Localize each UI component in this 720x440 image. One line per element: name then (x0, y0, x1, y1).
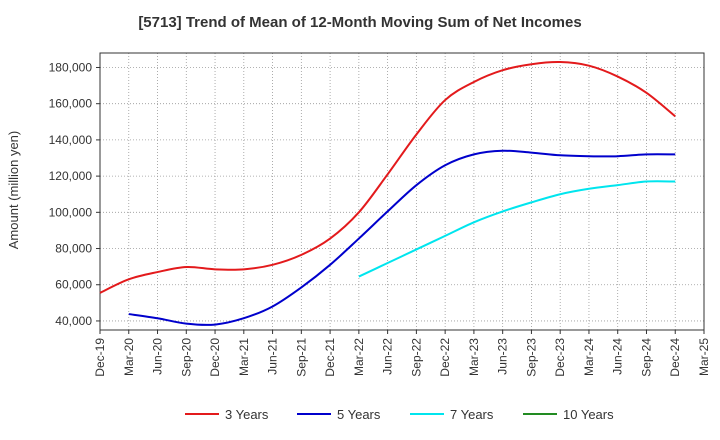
x-tick-label: Jun-20 (151, 338, 165, 375)
y-tick-label: 180,000 (49, 60, 93, 74)
x-tick-label: Sep-22 (409, 338, 423, 377)
x-tick-label: Jun-24 (611, 338, 625, 375)
series-line-5-years (128, 149, 676, 326)
legend: 3 Years 5 Years 7 Years 10 Years (185, 407, 614, 422)
y-tick-label: 160,000 (49, 97, 93, 111)
y-tick-label: 120,000 (49, 169, 93, 183)
legend-label-7-years: 7 Years (450, 407, 494, 422)
x-tick-label: Dec-23 (553, 338, 567, 377)
y-tick-label: 140,000 (49, 133, 93, 147)
legend-label-3-years: 3 Years (225, 407, 269, 422)
x-tick-label: Mar-24 (582, 338, 596, 376)
plot-border (99, 52, 705, 331)
x-tick-label: Dec-19 (93, 338, 107, 377)
chart-title: [5713] Trend of Mean of 12-Month Moving … (138, 14, 582, 31)
plot-area (100, 53, 704, 330)
x-tick-label: Mar-20 (122, 338, 136, 376)
series-line-3-years (99, 61, 676, 294)
x-tick-label: Sep-24 (639, 338, 653, 377)
axes: 40,000 60,000 80,000 100,000 120,000 140,000 1… (49, 52, 711, 377)
x-tick-label: Dec-24 (668, 338, 682, 377)
y-axis-title: Amount (million yen) (6, 131, 21, 250)
x-tick-label: Sep-20 (179, 338, 193, 377)
x-tick-label: Dec-22 (438, 338, 452, 377)
y-tick-label: 100,000 (49, 205, 93, 219)
x-tick-label: Jun-21 (266, 338, 280, 375)
y-tick-label: 60,000 (55, 278, 92, 292)
x-tick-label: Sep-23 (524, 338, 538, 377)
legend-label-10-years: 10 Years (563, 407, 614, 422)
y-tick-label: 80,000 (55, 242, 92, 256)
x-tick-label: Mar-25 (697, 338, 711, 376)
x-tick-label: Jun-22 (381, 338, 395, 375)
x-tick-label: Mar-23 (467, 338, 481, 376)
x-tick-label: Mar-22 (352, 338, 366, 376)
series-line-7-years (358, 180, 676, 278)
x-tick-label: Mar-21 (237, 338, 251, 376)
y-tick-label: 40,000 (55, 314, 92, 328)
series-layer (99, 61, 676, 326)
x-tick-label: Dec-20 (208, 338, 222, 377)
legend-label-5-years: 5 Years (337, 407, 381, 422)
x-tick-label: Jun-23 (496, 338, 510, 375)
x-tick-label: Sep-21 (294, 338, 308, 377)
x-tick-label: Dec-21 (323, 338, 337, 377)
